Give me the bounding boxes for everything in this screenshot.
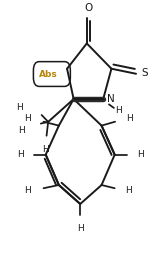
Text: H: H bbox=[24, 186, 31, 195]
Text: H: H bbox=[42, 145, 49, 153]
Text: H: H bbox=[126, 114, 133, 123]
Text: H: H bbox=[17, 150, 24, 159]
Text: H: H bbox=[116, 106, 122, 115]
Text: O: O bbox=[84, 3, 93, 13]
Text: H: H bbox=[137, 150, 144, 159]
Text: Abs: Abs bbox=[39, 70, 58, 79]
Text: N: N bbox=[107, 93, 115, 104]
Text: H: H bbox=[77, 224, 84, 233]
Text: H: H bbox=[125, 186, 132, 195]
Text: H: H bbox=[24, 114, 31, 123]
Text: H: H bbox=[16, 103, 23, 112]
Text: S: S bbox=[142, 68, 148, 78]
Text: H: H bbox=[18, 126, 24, 135]
